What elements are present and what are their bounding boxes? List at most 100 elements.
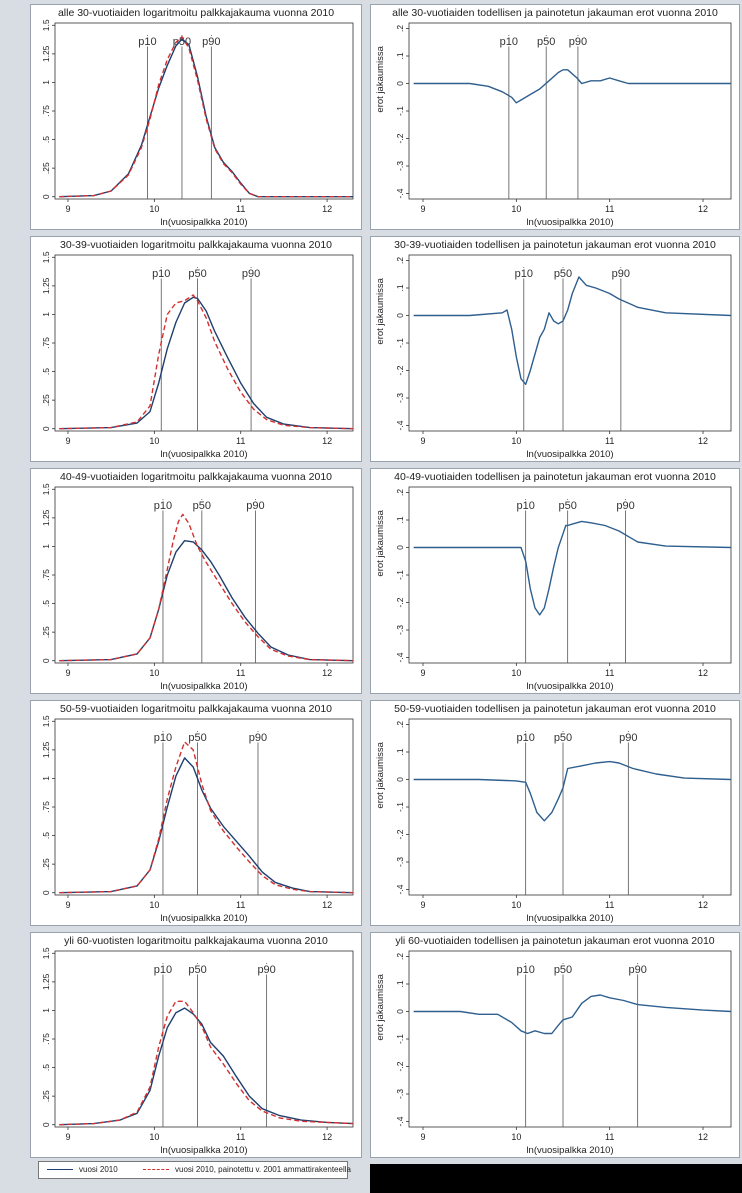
percentile-label-p90: p90 [612,268,630,280]
y-tick-label: 0 [41,194,51,199]
x-tick-label: 12 [698,668,708,678]
percentile-label-p50: p50 [188,732,206,744]
x-tick-label: 12 [322,436,332,446]
chart-legend: vuosi 2010 vuosi 2010, painotettu v. 200… [38,1161,351,1179]
chart-panel-under30-distribution: 0 .25 .5 .75 1 1.25 1.5 9 10 11 12 ln(vuosipalkka 2… [30,4,362,230]
series-line-diff [413,760,732,822]
x-axis-label: ln(vuosipalkka 2010) [526,913,613,924]
percentile-label-p10: p10 [154,500,172,512]
chart-title: yli 60-vuotiaiden todellisen ja painotet… [395,935,715,947]
percentile-label-p10: p10 [516,500,534,512]
chart-title: yli 60-vuotisten logaritmoitu palkkajaka… [64,935,328,947]
series-line-diff [413,994,732,1035]
percentile-label-p50: p50 [554,732,572,744]
y-tick-label: .1 [395,284,405,291]
chart-title: 50-59-vuotiaiden todellisen ja painotetu… [394,703,716,715]
y-tick-label: .2 [395,25,405,32]
percentile-label-p10: p10 [515,268,533,280]
y-tick-label: -.3 [395,393,405,403]
chart-panel-50-59-diff: -.4 -.3 -.2 -.1 0 .1 .2 9 10 11 12 ln(vuosipalkka 2… [370,700,740,926]
plot-area [54,718,354,896]
y-tick-label: -.3 [395,161,405,171]
chart-panel-50-59-distribution: 0 .25 .5 .75 1 1.25 1.5 9 10 11 12 ln(vuosipalkka 2… [30,700,362,926]
y-tick-label: -.4 [395,884,405,894]
legend-item-weighted: vuosi 2010, painotettu v. 2001 ammattira… [143,1165,351,1174]
percentile-label-p90: p90 [257,964,275,976]
y-tick-label: -.3 [395,625,405,635]
chart-svg: -.4 -.3 -.2 -.1 0 .1 .2 9 10 11 12 ln(vuosipalkka 2… [375,950,732,1156]
legend-label-weighted: vuosi 2010, painotettu v. 2001 ammattira… [175,1165,351,1174]
chart-svg: 0 .25 .5 .75 1 1.25 1.5 9 10 11 12 ln(vuosipalkka 2… [41,483,354,692]
y-tick-label: 0 [395,81,405,86]
x-tick-label: 12 [698,204,708,214]
series-line-actual [59,296,354,430]
x-axis-label: ln(vuosipalkka 2010) [526,681,613,692]
y-tick-label: -.1 [395,1034,405,1044]
x-tick-label: 9 [420,436,425,446]
x-tick-label: 11 [605,668,614,678]
x-tick-label: 11 [236,1132,245,1142]
x-tick-label: 10 [511,668,521,678]
y-tick-label: 1.25 [41,277,51,294]
percentile-label-p90: p90 [249,732,267,744]
y-tick-label: .75 [41,337,51,349]
percentile-label-p50: p50 [537,36,555,48]
x-tick-label: 12 [698,436,708,446]
chart-title: 30-39-vuotiaiden todellisen ja painotetu… [394,239,716,251]
y-tick-label: .25 [41,394,51,406]
chart-title: 40-49-vuotiaiden logaritmoitu palkkajaka… [59,471,332,483]
y-tick-label: -.1 [395,570,405,580]
percentile-label-p10: p10 [516,964,534,976]
y-tick-label: .25 [41,626,51,638]
x-tick-label: 11 [605,204,614,214]
legend-item-actual: vuosi 2010 [47,1165,118,1174]
percentile-label-p10: p10 [138,36,156,48]
series-line-actual [59,1007,354,1126]
percentile-label-p90: p90 [619,732,637,744]
x-tick-label: 12 [322,668,332,678]
y-tick-label: .5 [41,600,51,607]
x-axis-label: ln(vuosipalkka 2010) [160,913,247,924]
chart-panel-30-39-distribution: 0 .25 .5 .75 1 1.25 1.5 9 10 11 12 ln(vuosipalkka 2… [30,236,362,462]
chart-svg: -.4 -.3 -.2 -.1 0 .1 .2 9 10 11 12 ln(vuosipalkka 2… [375,254,732,460]
chart-svg: 0 .25 .5 .75 1 1.25 1.5 9 10 11 12 ln(vuosipalkka 2… [41,715,354,924]
y-tick-label: 1 [41,312,51,317]
chart-title: 50-59-vuotiaiden logaritmoitu palkkajaka… [59,703,332,715]
x-tick-label: 10 [511,436,521,446]
chart-panel-30-39-diff: -.4 -.3 -.2 -.1 0 .1 .2 9 10 11 12 ln(vuosipalkka 2… [370,236,740,462]
series-line-weighted [59,36,353,198]
percentile-label-p10: p10 [516,732,534,744]
x-axis-label: ln(vuosipalkka 2010) [526,449,613,460]
x-tick-label: 11 [236,436,245,446]
y-tick-label: -.2 [395,829,405,839]
chart-title: alle 30-vuotiaiden todellisen ja painote… [392,7,718,19]
y-tick-label: 0 [41,890,51,895]
x-tick-label: 9 [65,436,70,446]
x-tick-label: 10 [149,668,159,678]
chart-title: 40-49-vuotiaiden todellisen ja painotetu… [394,471,716,483]
y-axis-label: erot jakaumissa [375,277,386,344]
x-tick-label: 11 [236,668,245,678]
chart-svg: 0 .25 .5 .75 1 1.25 1.5 9 10 11 12 ln(vuosipalkka 2… [41,947,354,1156]
y-tick-label: 1 [41,776,51,781]
x-tick-label: 10 [149,204,159,214]
x-tick-label: 10 [511,1132,521,1142]
x-tick-label: 9 [65,900,70,910]
chart-svg: -.4 -.3 -.2 -.1 0 .1 .2 9 10 11 12 ln(vuosipalkka 2… [375,22,732,228]
chart-title: 30-39-vuotiaiden logaritmoitu palkkajaka… [59,239,332,251]
y-tick-label: .1 [395,748,405,755]
y-tick-label: .2 [395,489,405,496]
x-tick-label: 9 [420,204,425,214]
y-tick-label: .5 [41,136,51,143]
y-tick-label: 0 [395,777,405,782]
y-tick-label: .5 [41,1064,51,1071]
x-tick-label: 12 [322,204,332,214]
y-tick-label: -.4 [395,188,405,198]
y-tick-label: -.2 [395,1061,405,1071]
y-tick-label: 1.25 [41,741,51,758]
y-tick-label: 0 [41,1122,51,1127]
series-line-diff [413,69,731,104]
y-tick-label: 1.5 [41,251,51,263]
x-tick-label: 10 [149,436,159,446]
series-line-weighted [59,1000,354,1126]
